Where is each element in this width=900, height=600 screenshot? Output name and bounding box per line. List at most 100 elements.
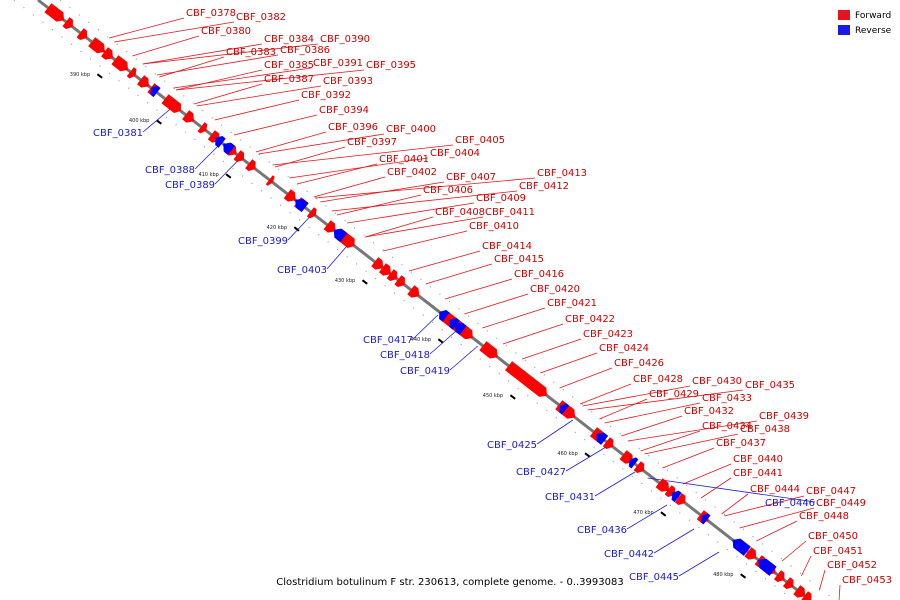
- legend-forward-swatch: [838, 10, 850, 20]
- reverse-leader-line: [565, 446, 607, 472]
- forward-gene: [633, 461, 645, 473]
- reverse-gene: [449, 317, 460, 330]
- reverse-gene: [150, 85, 161, 98]
- forward-gene-label: CBF_0415: [494, 254, 544, 265]
- forward-leader-line: [315, 177, 536, 199]
- reverse-gene: [628, 457, 639, 469]
- forward-leader-line: [214, 99, 300, 121]
- reverse-leader-line: [429, 329, 458, 355]
- reverse-gene-label: CBF_0389: [165, 180, 215, 191]
- forward-gene: [655, 478, 670, 492]
- forward-gene: [182, 110, 194, 123]
- reverse-gene: [700, 513, 711, 525]
- legend-reverse-swatch: [838, 25, 850, 35]
- forward-gene-label: CBF_0437: [716, 438, 766, 449]
- forward-gene: [344, 236, 355, 248]
- forward-gene-label: CBF_0435: [745, 380, 795, 391]
- forward-gene-label: CBF_0434: [702, 421, 752, 432]
- reverse-leader-line: [142, 107, 172, 133]
- reverse-leader-line: [287, 215, 311, 241]
- forward-gene-label: CBF_0382: [236, 12, 286, 23]
- forward-gene: [62, 17, 73, 29]
- forward-leader-line: [255, 131, 327, 153]
- forward-leader-line: [336, 194, 422, 216]
- forward-gene: [394, 275, 405, 287]
- reverse-gene: [295, 198, 309, 213]
- reverse-gene-label: CBF_0381: [93, 128, 143, 139]
- forward-leader-line: [464, 293, 529, 315]
- forward-leader-line: [365, 216, 484, 238]
- forward-gene-label: CBF_0433: [702, 393, 752, 404]
- forward-gene: [306, 207, 317, 219]
- forward-leader-line: [156, 54, 279, 76]
- forward-gene-label: CBF_0422: [565, 314, 615, 325]
- forward-leader-line: [196, 85, 322, 107]
- forward-gene: [126, 67, 137, 79]
- forward-gene-label: CBF_0383: [226, 47, 276, 58]
- tick-label: 470 kbp: [633, 510, 653, 516]
- forward-leader-line: [604, 402, 701, 424]
- forward-leader-line: [682, 463, 732, 485]
- forward-leader-line: [640, 430, 701, 452]
- forward-gene-label: CBF_0416: [514, 269, 564, 280]
- forward-gene: [674, 493, 686, 505]
- forward-gene: [137, 75, 149, 88]
- forward-gene-label: CBF_0441: [733, 468, 783, 479]
- reverse-leader-line: [626, 504, 668, 530]
- reverse-leader-line: [678, 551, 720, 577]
- forward-gene: [88, 37, 105, 54]
- forward-gene: [76, 28, 88, 40]
- forward-leader-line: [502, 323, 564, 345]
- tick-label: 450 kbp: [483, 393, 503, 399]
- forward-gene-label: CBF_0412: [519, 181, 569, 192]
- forward-gene-label: CBF_0394: [319, 105, 369, 116]
- reverse-gene-label: CBF_0445: [629, 572, 679, 583]
- forward-leader-line: [408, 250, 481, 272]
- forward-gene-label: CBF_0378: [186, 8, 236, 19]
- forward-gene: [378, 263, 391, 276]
- forward-leader-line: [582, 385, 691, 407]
- reverse-leader-line: [449, 345, 479, 371]
- forward-leader-line: [540, 352, 598, 374]
- forward-leader-line: [599, 398, 648, 420]
- reverse-leader-line: [194, 144, 220, 170]
- tick-mark: [584, 452, 591, 458]
- tick-label: 420 kbp: [267, 225, 287, 231]
- reverse-gene-label: CBF_0442: [604, 549, 654, 560]
- forward-leader-line: [801, 555, 812, 577]
- reverse-leader-line: [536, 419, 574, 445]
- forward-gene: [386, 269, 398, 281]
- forward-gene: [283, 189, 296, 202]
- forward-gene-label: CBF_0424: [599, 343, 649, 354]
- reverse-track: [13, 0, 794, 600]
- forward-gene-label: CBF_0432: [684, 406, 734, 417]
- forward-leader-line: [289, 157, 429, 179]
- reverse-gene-label: CBF_0418: [380, 350, 430, 361]
- forward-gene: [111, 55, 128, 72]
- reverse-leader-line: [653, 528, 695, 554]
- tick-label: 440 kbp: [411, 337, 431, 343]
- forward-leader-line: [425, 263, 493, 285]
- reverse-gene: [671, 490, 682, 503]
- forward-gene-label: CBF_0386: [280, 45, 330, 56]
- reverse-gene: [333, 228, 348, 243]
- forward-leader-line: [233, 114, 318, 136]
- forward-leader-line: [739, 507, 815, 529]
- forward-gene-label: CBF_0429: [649, 389, 699, 400]
- forward-gene-label: CBF_0439: [759, 411, 809, 422]
- legend-reverse-label: Reverse: [855, 26, 892, 36]
- forward-gene-label: CBF_0406: [423, 185, 473, 196]
- forward-leader-line: [383, 230, 468, 252]
- reverse-gene: [732, 538, 751, 556]
- forward-leader-line: [621, 415, 683, 437]
- forward-leader-line: [331, 190, 518, 212]
- forward-leader-line: [559, 367, 613, 389]
- forward-gene-label: CBF_0396: [328, 122, 378, 133]
- forward-leader-line: [444, 278, 513, 300]
- tick-label: 430 kbp: [335, 278, 355, 284]
- forward-leader-line: [142, 43, 319, 65]
- forward-leader-line: [114, 21, 235, 43]
- forward-gene: [619, 450, 634, 464]
- forward-gene-label: CBF_0448: [799, 511, 849, 522]
- forward-gene-label: CBF_0407: [446, 172, 496, 183]
